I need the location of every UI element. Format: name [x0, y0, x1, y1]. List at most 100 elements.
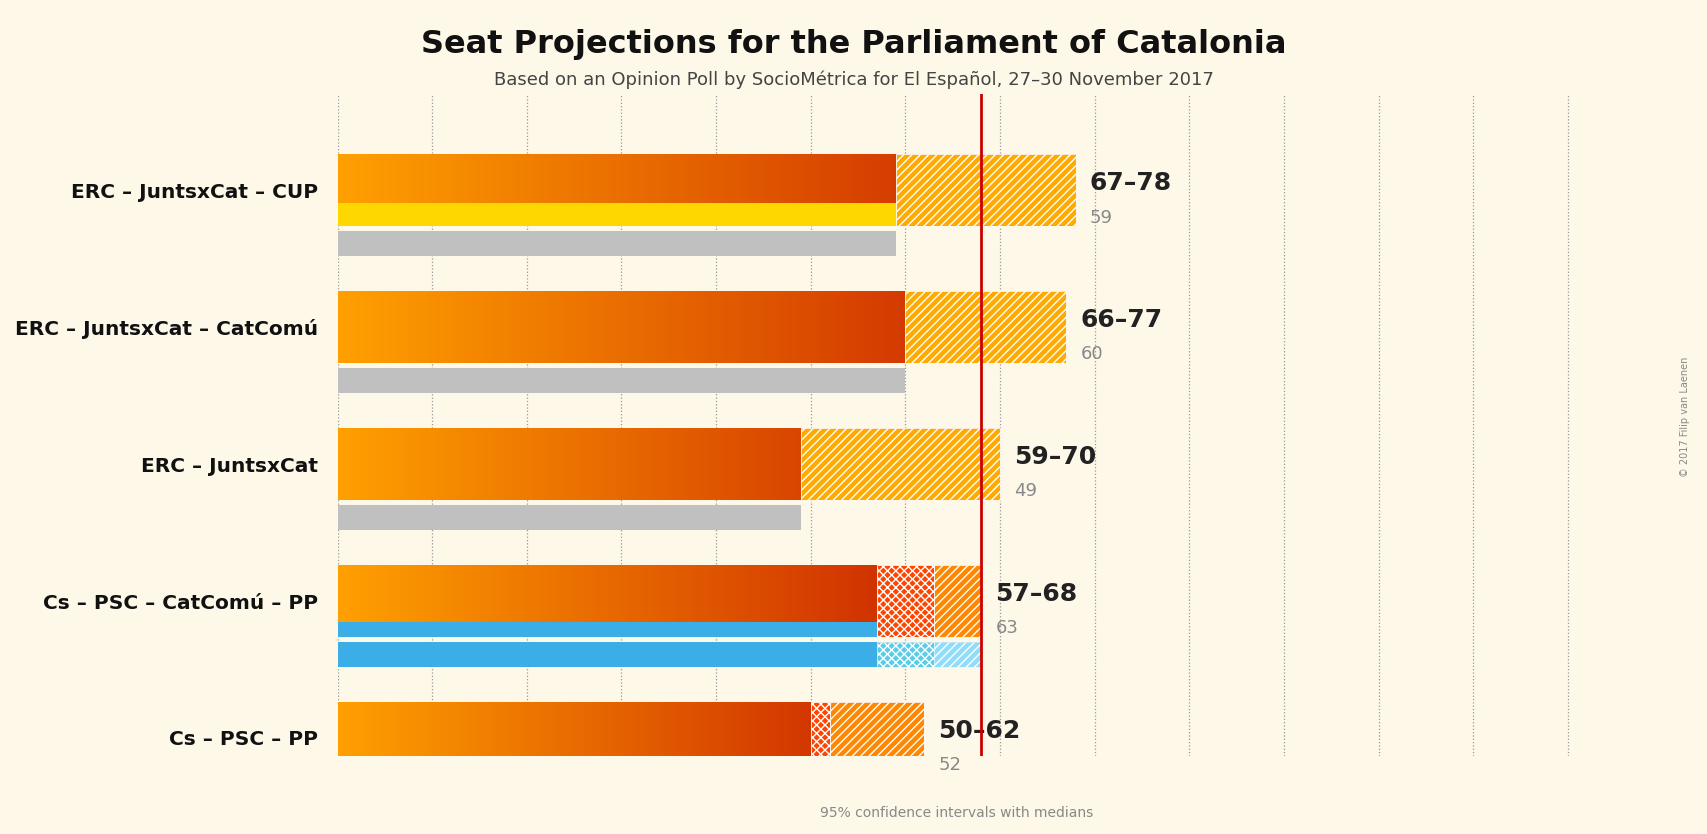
Bar	[410, 429, 413, 500]
Bar	[826, 291, 828, 363]
Bar	[671, 702, 673, 774]
Bar	[886, 429, 888, 500]
Bar	[386, 291, 389, 363]
Bar	[777, 565, 780, 636]
Bar	[707, 291, 708, 363]
Bar	[676, 429, 678, 500]
Bar	[352, 154, 355, 226]
Bar	[341, 429, 345, 500]
Bar	[813, 429, 814, 500]
Bar	[722, 702, 725, 774]
Bar	[488, 702, 490, 774]
Bar	[662, 429, 664, 500]
Bar	[867, 702, 869, 774]
Bar	[338, 505, 801, 530]
Bar	[686, 154, 690, 226]
Bar	[440, 291, 442, 363]
Bar	[497, 154, 500, 226]
Bar	[437, 429, 439, 500]
Bar	[507, 429, 510, 500]
Bar	[785, 565, 789, 636]
Bar	[592, 291, 596, 363]
Bar	[647, 702, 649, 774]
Bar	[425, 291, 427, 363]
Bar	[510, 291, 512, 363]
Bar	[572, 702, 574, 774]
Bar	[947, 429, 949, 500]
Bar	[860, 702, 862, 774]
Bar	[920, 154, 923, 226]
Bar	[695, 429, 698, 500]
Bar	[802, 291, 804, 363]
Bar	[345, 702, 347, 774]
Bar	[587, 565, 589, 636]
Bar	[577, 702, 579, 774]
Bar	[918, 702, 920, 774]
Bar	[804, 429, 806, 500]
Bar	[669, 429, 671, 500]
Bar	[630, 565, 632, 636]
Bar	[418, 291, 420, 363]
Bar	[826, 429, 828, 500]
Bar	[818, 154, 819, 226]
Bar	[976, 291, 978, 363]
Bar	[575, 565, 579, 636]
Bar	[894, 291, 896, 363]
Bar	[490, 291, 493, 363]
Bar	[480, 702, 483, 774]
Bar	[473, 154, 475, 226]
Bar	[560, 429, 563, 500]
Bar	[367, 702, 369, 774]
Bar	[606, 702, 608, 774]
Bar	[534, 565, 538, 636]
Bar	[961, 565, 964, 636]
Bar	[985, 154, 987, 226]
Bar	[367, 565, 370, 636]
Bar	[707, 429, 708, 500]
Bar	[937, 154, 941, 226]
Bar	[492, 565, 493, 636]
Bar	[983, 291, 987, 363]
Bar	[558, 702, 560, 774]
Bar	[524, 291, 527, 363]
Bar	[644, 291, 645, 363]
Bar	[644, 565, 647, 636]
Bar	[715, 702, 717, 774]
Bar	[1016, 291, 1017, 363]
Bar	[826, 565, 830, 636]
Bar	[927, 565, 930, 636]
Bar	[1029, 291, 1033, 363]
Bar	[999, 429, 1000, 500]
Bar	[466, 702, 469, 774]
Bar	[599, 702, 601, 774]
Bar	[401, 429, 405, 500]
Text: 60: 60	[1081, 345, 1103, 364]
Bar	[594, 429, 596, 500]
Bar	[608, 429, 609, 500]
Bar	[613, 565, 615, 636]
Bar	[582, 291, 586, 363]
Bar	[838, 565, 840, 636]
Bar	[338, 565, 340, 636]
Bar	[469, 291, 471, 363]
Bar	[754, 702, 756, 774]
Bar	[556, 154, 558, 226]
Bar	[415, 291, 418, 363]
Bar	[527, 154, 529, 226]
Bar	[543, 565, 546, 636]
Bar	[574, 291, 575, 363]
Bar	[923, 565, 925, 636]
Bar	[751, 154, 753, 226]
Bar	[828, 154, 830, 226]
Bar	[1029, 154, 1031, 226]
Bar	[894, 565, 898, 636]
Bar	[616, 429, 618, 500]
Bar	[770, 154, 773, 226]
Bar	[666, 291, 667, 363]
Bar	[391, 291, 393, 363]
Bar	[696, 291, 700, 363]
Bar	[428, 154, 432, 226]
Bar	[596, 429, 597, 500]
Bar	[649, 702, 650, 774]
Bar	[357, 154, 360, 226]
